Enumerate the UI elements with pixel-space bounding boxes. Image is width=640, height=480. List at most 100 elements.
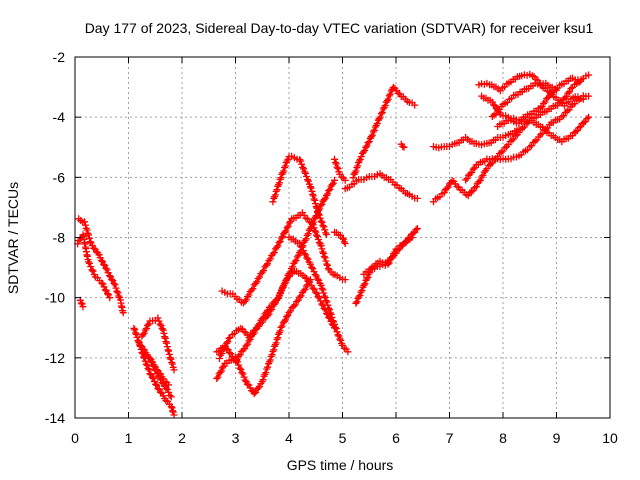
- data-point: [216, 368, 224, 376]
- data-point: [575, 124, 583, 132]
- data-point: [443, 184, 451, 192]
- data-point: [309, 192, 317, 200]
- data-point: [266, 255, 274, 263]
- data-point: [165, 388, 173, 396]
- data-point: [277, 323, 285, 331]
- data-point: [394, 89, 402, 97]
- data-point: [360, 148, 367, 156]
- data-point: [317, 281, 325, 289]
- data-point: [162, 384, 170, 392]
- data-point: [217, 351, 225, 359]
- data-point: [564, 89, 572, 97]
- data-point: [361, 280, 369, 288]
- data-point: [562, 92, 570, 100]
- data-point: [236, 351, 244, 359]
- data-point: [108, 276, 116, 283]
- data-point: [259, 376, 267, 384]
- data-marks: [74, 70, 593, 419]
- data-point: [275, 330, 283, 338]
- data-point: [163, 339, 171, 347]
- data-point: [323, 298, 331, 306]
- data-point: [151, 366, 159, 373]
- data-point: [585, 71, 593, 79]
- chart-title: Day 177 of 2023, Sidereal Day-to-day VTE…: [85, 20, 594, 36]
- data-point: [339, 234, 346, 242]
- data-point: [238, 369, 246, 377]
- data-point: [284, 222, 292, 230]
- data-point: [314, 236, 322, 243]
- data-point: [277, 174, 285, 182]
- data-point: [250, 329, 258, 337]
- data-point: [293, 298, 301, 306]
- data-point: [321, 226, 329, 234]
- data-point: [275, 179, 283, 187]
- data-point: [357, 153, 365, 161]
- data-point: [311, 227, 319, 235]
- data-point: [331, 176, 338, 184]
- data-point: [332, 325, 340, 333]
- series-trace-13: [285, 233, 352, 356]
- data-point: [167, 355, 175, 363]
- data-point: [341, 276, 349, 284]
- x-tick-label: 7: [446, 430, 454, 446]
- data-point: [309, 284, 317, 292]
- data-point: [262, 261, 270, 269]
- data-point: [225, 349, 233, 357]
- data-point: [81, 218, 89, 226]
- data-point: [304, 277, 312, 285]
- data-point: [304, 176, 311, 184]
- x-tick-label: 8: [499, 430, 507, 446]
- data-point: [269, 198, 277, 206]
- data-point: [156, 320, 164, 328]
- data-point: [312, 200, 319, 208]
- data-point: [320, 292, 328, 300]
- data-point: [254, 384, 262, 392]
- data-point: [264, 312, 272, 320]
- data-point: [302, 169, 309, 177]
- series-trace-16: [341, 170, 421, 202]
- data-point: [301, 285, 309, 293]
- data-point: [90, 244, 98, 252]
- data-point: [169, 408, 177, 416]
- series-trace-2: [74, 231, 114, 302]
- data-point: [283, 313, 291, 321]
- data-point: [320, 289, 328, 297]
- data-point: [335, 332, 343, 340]
- data-point: [158, 379, 166, 387]
- data-point: [245, 337, 253, 345]
- data-point: [241, 376, 249, 384]
- data-point: [373, 120, 381, 127]
- data-point: [101, 286, 109, 294]
- data-point: [157, 388, 165, 396]
- data-point: [375, 115, 383, 123]
- data-point: [317, 242, 325, 250]
- data-point: [490, 101, 498, 109]
- series-trace-3: [76, 296, 87, 311]
- data-point: [158, 325, 166, 333]
- data-point: [312, 272, 320, 280]
- data-point: [271, 193, 279, 201]
- data-point: [367, 133, 375, 141]
- series-trace-22: [430, 71, 593, 206]
- data-point: [163, 343, 171, 351]
- data-point: [355, 159, 362, 167]
- data-point: [239, 346, 247, 354]
- data-point: [322, 257, 330, 265]
- data-point: [281, 164, 288, 172]
- data-point: [306, 225, 314, 232]
- data-point: [585, 113, 593, 121]
- data-point: [292, 256, 300, 264]
- data-point: [250, 390, 258, 398]
- data-point: [82, 224, 90, 232]
- data-point: [145, 366, 153, 374]
- data-point: [309, 221, 317, 229]
- data-point: [585, 92, 593, 100]
- data-point: [274, 182, 282, 190]
- series-trace-4: [130, 324, 178, 419]
- data-point: [100, 261, 108, 268]
- data-point: [144, 321, 152, 329]
- data-point: [282, 316, 290, 324]
- data-point: [280, 167, 288, 175]
- data-point: [270, 346, 278, 354]
- data-point: [256, 383, 264, 391]
